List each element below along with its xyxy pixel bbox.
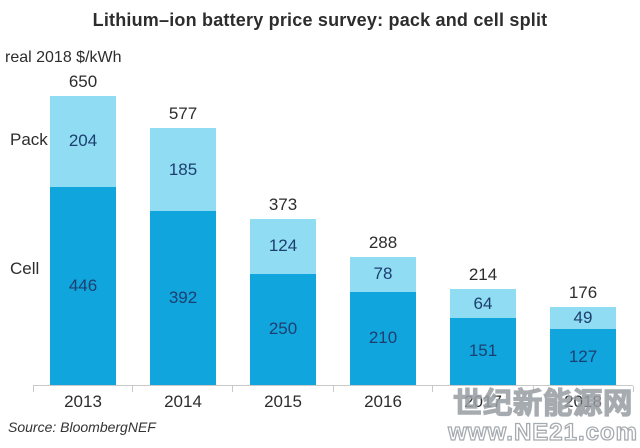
chart-title: Lithium–ion battery price survey: pack a… [92, 10, 548, 30]
x-axis-label: 2013 [64, 392, 102, 411]
series-label-pack: Pack [10, 130, 48, 149]
bar-column: 214 64 151 [433, 90, 533, 385]
pack-segment: 204 [50, 96, 116, 187]
x-axis-tick [332, 386, 334, 392]
bar-total-label: 577 [168, 104, 198, 124]
cell-value-label: 446 [68, 275, 98, 295]
cell-value-label: 127 [568, 346, 598, 366]
pack-value-label: 204 [68, 131, 98, 151]
pack-segment: 78 [350, 256, 416, 292]
watermark-url-text: www.NE21.com [448, 419, 638, 447]
x-axis-labels: 2013 2014 2015 2016 2017 2018 [33, 392, 633, 412]
bar-total-label: 650 [68, 72, 98, 92]
bars-container: 650 204 446 577 185 392 373 124 250 288 78 210 214 64… [33, 72, 633, 385]
cell-segment: 392 [150, 210, 216, 385]
y-axis-unit-label: real 2018 $/kWh [5, 49, 122, 66]
cell-value-label: 151 [468, 341, 498, 361]
pack-segment: 49 [550, 306, 616, 329]
x-axis-tick [132, 386, 134, 392]
cell-value-label: 210 [368, 328, 398, 348]
pack-value-label: 64 [473, 293, 493, 313]
x-axis-tick [632, 386, 634, 392]
plot-area: 650 204 446 577 185 392 373 124 250 288 78 210 214 64… [32, 72, 634, 392]
bar-total-label: 214 [468, 265, 498, 285]
pack-value-label: 185 [168, 159, 198, 179]
pack-value-label: 124 [268, 236, 298, 256]
x-axis-label: 2017 [464, 392, 502, 411]
bar-column: 176 49 127 [533, 90, 633, 385]
x-axis-tick [32, 386, 34, 392]
cell-segment: 127 [550, 328, 616, 385]
bar-column: 373 124 250 [233, 90, 333, 385]
cell-value-label: 250 [268, 319, 298, 339]
cell-segment: 151 [450, 317, 516, 385]
pack-segment: 185 [150, 128, 216, 211]
source-note: Source: BloombergNEF [8, 419, 156, 435]
bar-total-label: 288 [368, 232, 398, 252]
bar-column: 650 204 446 [33, 72, 133, 385]
x-axis-tick [232, 386, 234, 392]
pack-segment: 124 [250, 218, 316, 274]
x-axis-ticks [32, 385, 634, 392]
cell-value-label: 392 [168, 287, 198, 307]
bar-total-label: 176 [568, 282, 598, 302]
pack-value-label: 78 [373, 264, 393, 284]
pack-segment: 64 [450, 289, 516, 318]
bar-column: 577 185 392 [133, 90, 233, 385]
x-axis-label: 2014 [164, 392, 202, 411]
cell-segment: 210 [350, 291, 416, 385]
cell-segment: 446 [50, 186, 116, 385]
x-axis-tick [532, 386, 534, 392]
pack-value-label: 49 [573, 307, 593, 327]
series-label-cell: Cell [10, 259, 40, 278]
x-axis-label: 2018 [564, 392, 602, 411]
x-axis-label: 2015 [264, 392, 302, 411]
bar-total-label: 373 [268, 194, 298, 214]
bar-column: 288 78 210 [333, 90, 433, 385]
x-axis-label: 2016 [364, 392, 402, 411]
x-axis-tick [432, 386, 434, 392]
cell-segment: 250 [250, 273, 316, 385]
